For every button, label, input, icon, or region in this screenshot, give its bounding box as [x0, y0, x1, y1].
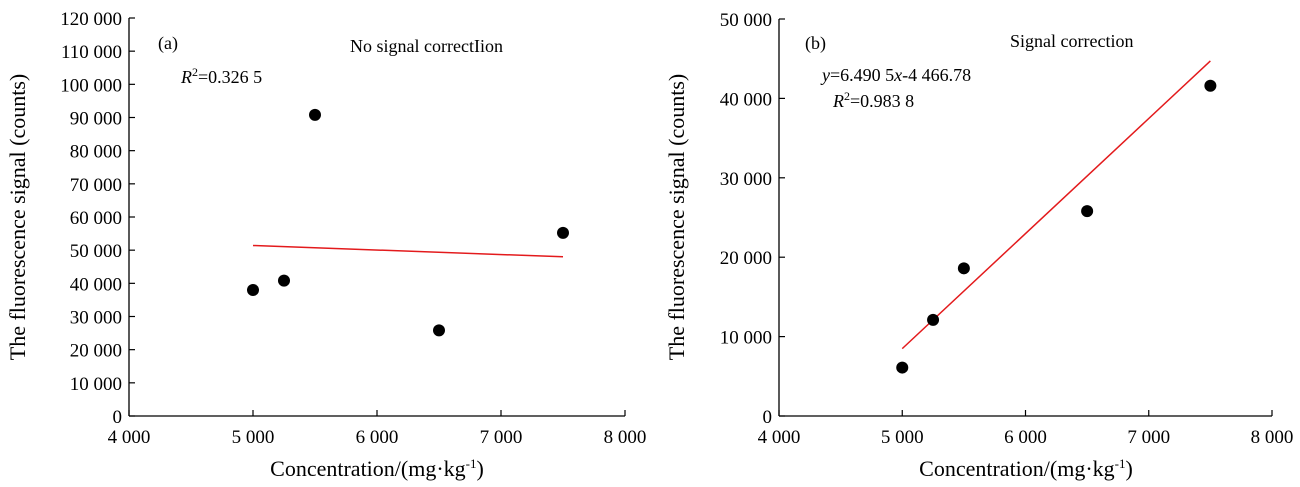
x-tick-label: 7 000	[1127, 427, 1170, 448]
data-point	[896, 361, 909, 374]
y-tick-label: 70 000	[70, 175, 122, 196]
data-point	[557, 226, 569, 239]
y-tick-label: 40 000	[720, 89, 772, 110]
data-point	[957, 262, 970, 275]
x-tick-label: 8 000	[1251, 427, 1294, 448]
y-tick-label: 10 000	[720, 328, 772, 349]
data-point	[927, 313, 940, 326]
x-tick-label: 5 000	[232, 427, 275, 448]
y-tick-label: 80 000	[70, 142, 122, 163]
y-axis-title: The fluorescence signal (counts)	[5, 74, 30, 361]
y-axis-title: The fluorescence signal (counts)	[664, 74, 689, 361]
data-marks	[896, 60, 1217, 374]
y-ticks: 0 10 000 20 000 30 000 40 000 50 000	[720, 10, 785, 428]
y-tick-label: 50 000	[720, 10, 772, 31]
x-tick-label: 6 000	[1004, 427, 1047, 448]
y-tick-label: 50 000	[70, 241, 122, 262]
y-tick-label: 30 000	[720, 169, 772, 190]
x-tick-label: 4 000	[108, 427, 151, 448]
data-point	[309, 108, 321, 121]
y-ticks: 0 10 000 20 000 30 000 40 000 50 000 60 000 70 …	[60, 9, 135, 428]
x-tick-label: 6 000	[356, 427, 399, 448]
x-tick-label: 8 000	[604, 427, 647, 448]
regression-equation: y=6.490 5x-4 466.78	[820, 65, 971, 85]
panel-label: (b)	[805, 33, 826, 54]
y-tick-label: 20 000	[720, 248, 772, 269]
trendline	[901, 60, 1211, 350]
y-tick-label: 20 000	[70, 341, 122, 362]
data-point	[247, 283, 259, 296]
y-tick-label: 100 000	[60, 75, 122, 96]
x-tick-label: 4 000	[758, 427, 801, 448]
trendline	[252, 244, 564, 258]
chart-title: Signal correction	[1010, 31, 1133, 51]
x-axis-title: Concentration/(mg·kg-1)	[270, 456, 484, 481]
r-squared-annotation: R2=0.326 5	[180, 65, 262, 87]
data-point	[1081, 205, 1094, 218]
y-tick-label: 0	[763, 407, 773, 428]
chart-title: No signal correctIion	[350, 36, 503, 56]
y-tick-label: 120 000	[60, 9, 122, 30]
y-tick-label: 110 000	[61, 42, 122, 63]
panel-b: 0 10 000 20 000 30 000 40 000 50 000 4 000 5 0…	[664, 10, 1293, 481]
y-tick-label: 10 000	[70, 374, 122, 395]
data-point	[433, 324, 445, 337]
y-tick-label: 0	[113, 407, 123, 428]
x-tick-label: 7 000	[480, 427, 523, 448]
data-marks	[247, 108, 569, 337]
y-tick-label: 30 000	[70, 308, 122, 329]
r-squared-annotation: R2=0.983 8	[832, 89, 914, 111]
x-ticks: 4 000 5 000 6 000 7 000 8 000	[108, 410, 647, 448]
y-tick-label: 40 000	[70, 274, 122, 295]
data-point	[1204, 79, 1217, 92]
y-tick-label: 90 000	[70, 109, 122, 130]
data-point	[278, 274, 290, 287]
panel-label: (a)	[158, 33, 178, 54]
panel-a: 0 10 000 20 000 30 000 40 000 50 000 60 000 70 …	[5, 9, 646, 481]
x-axis-title: Concentration/(mg·kg-1)	[919, 456, 1133, 481]
x-ticks: 4 000 5 000 6 000 7 000 8 000	[758, 410, 1294, 448]
y-tick-label: 60 000	[70, 208, 122, 229]
x-tick-label: 5 000	[881, 427, 924, 448]
